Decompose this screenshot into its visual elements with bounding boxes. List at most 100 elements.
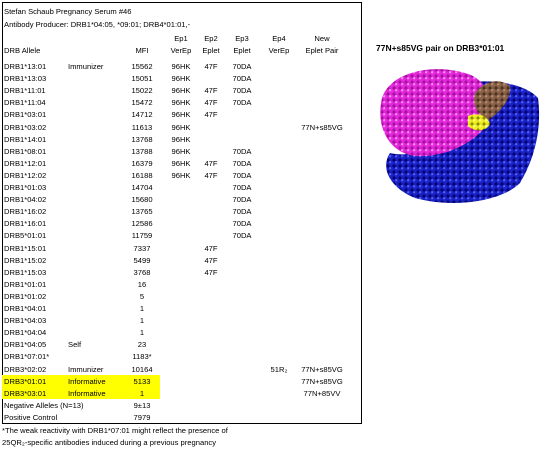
cell-mfi: 11759	[131, 231, 153, 241]
group-header: Ep2	[204, 34, 218, 43]
cell-allele: DRB1*01:02	[4, 291, 47, 301]
column-header: VerEp	[268, 46, 290, 55]
cell-mfi: 14704	[131, 183, 153, 192]
cell-mfi: 23	[137, 340, 147, 350]
cell-allele: DRB1*13:03	[4, 74, 47, 84]
cell-mfi: 3768	[133, 267, 151, 277]
cell-allele: DRB1*13:01	[4, 62, 47, 71]
cell-allele: DRB1*03:02	[4, 122, 47, 132]
cell-ep3: 70DA	[232, 183, 252, 192]
cell-allele: DRB3*03:01	[4, 388, 47, 398]
group-header: New	[314, 34, 330, 43]
column-header: Eplet	[202, 46, 220, 55]
cell-note: Immunizer	[68, 62, 104, 71]
cell-mfi: 1183*	[132, 352, 152, 362]
cell-allele: DRB1*11:01	[4, 86, 46, 96]
figure-caption: 77N+s85VG pair on DRB3*01:01	[376, 43, 505, 53]
cell-ep1: 96HK	[171, 74, 191, 84]
cell-mfi: 1	[139, 304, 145, 313]
cell-mfi: 1	[139, 316, 145, 326]
cell-ep2: 47F	[204, 98, 218, 108]
cell-mfi: 15562	[131, 62, 153, 71]
cell-ep3: 70DA	[232, 195, 252, 205]
cell-note: Informative	[68, 388, 106, 398]
cell-mfi: 10164	[131, 364, 153, 374]
cell-mfi: 9±13	[133, 400, 151, 410]
cell-ep1: 96HK	[171, 170, 191, 180]
subtitle: Antibody Producer: DRB1*04:05, *09:01; D…	[4, 20, 191, 29]
cell-allele: DRB1*01:03	[4, 183, 47, 192]
cell-mfi: 11613	[131, 122, 153, 132]
cell-allele: DRB1*15:03	[4, 267, 47, 277]
cell-allele: DRB1*04:01	[4, 304, 47, 313]
cell-mfi: 15680	[131, 195, 153, 205]
cell-ep1: 96HK	[171, 134, 191, 144]
cell-allele: Negative Alleles (N=13)	[4, 400, 84, 410]
cell-mfi: 14712	[131, 110, 153, 120]
group-header: Ep1	[174, 34, 188, 43]
cell-mfi: 13788	[131, 146, 153, 156]
cell-ep3: 70DA	[232, 158, 252, 168]
cell-ep3: 70DA	[232, 231, 252, 241]
cell-mfi: 13768	[131, 134, 153, 144]
cell-ep2: 47F	[204, 170, 218, 180]
cell-mfi: 5133	[133, 376, 151, 386]
cell-ep1: 96HK	[171, 158, 191, 168]
cell-allele: DRB1*04:03	[4, 316, 47, 326]
cell-ep2: 47F	[204, 110, 218, 120]
row-highlight	[2, 387, 160, 400]
cell-new: 77N+85VV	[303, 388, 341, 398]
cell-ep2: 47F	[204, 255, 218, 265]
cell-allele: DRB1*15:02	[4, 255, 47, 265]
column-header: Eplet Pair	[305, 46, 339, 55]
column-header: VerEp	[170, 46, 192, 55]
cell-ep1: 96HK	[171, 62, 191, 71]
cell-ep3: 70DA	[232, 207, 252, 217]
cell-ep3: 70DA	[232, 62, 252, 71]
cell-allele: DRB1*08:01	[4, 146, 47, 156]
cell-allele: DRB1*07:01*	[4, 352, 50, 362]
group-header: Ep4	[272, 34, 286, 43]
cell-mfi: 5499	[133, 255, 151, 265]
cell-ep3: 70DA	[232, 98, 252, 108]
cell-allele: DRB1*03:01	[4, 110, 47, 120]
cell-ep3: 70DA	[232, 86, 252, 96]
cell-mfi: 12586	[131, 219, 153, 229]
cell-allele: DRB1*12:01	[4, 158, 47, 168]
cell-allele: Positive Control	[4, 412, 58, 422]
cell-allele: DRB1*14:01	[4, 134, 47, 144]
cell-ep1: 96HK	[171, 122, 191, 132]
cell-note: Informative	[68, 376, 106, 386]
cell-allele: DRB1*15:01	[4, 243, 47, 253]
cell-mfi: 1	[139, 388, 145, 398]
cell-new: 77N+s85VG	[301, 364, 343, 374]
cell-mfi: 15051	[131, 74, 153, 84]
cell-ep1: 96HK	[171, 86, 191, 96]
cell-mfi: 16188	[131, 170, 153, 180]
cell-mfi: 7337	[133, 243, 151, 253]
protein-structure	[380, 69, 540, 203]
cell-ep3: 70DA	[232, 74, 252, 84]
cell-mfi: 1	[139, 328, 145, 338]
cell-ep2: 47F	[204, 86, 218, 96]
cell-ep3: 70DA	[232, 170, 252, 180]
cell-mfi: 5	[139, 291, 145, 301]
group-header: Ep3	[235, 34, 249, 43]
cell-ep1: 96HK	[171, 146, 191, 156]
column-header: DRB Allele	[4, 46, 41, 55]
cell-ep3: 70DA	[232, 219, 252, 229]
title: Stefan Schaub Pregnancy Serum #46	[4, 7, 132, 16]
cell-allele: DRB1*01:01	[4, 279, 47, 289]
footnote: *The weak reactivity with DRB1*07:01 mig…	[2, 426, 228, 435]
cell-allele: DRB3*02:02	[4, 364, 47, 374]
cell-allele: DRB5*01:01	[4, 231, 47, 241]
cell-allele: DRB1*04:02	[4, 195, 47, 205]
column-header: Eplet	[233, 46, 251, 55]
cell-allele: DRB1*11:04	[4, 98, 46, 108]
cell-mfi: 15472	[131, 98, 153, 108]
footnote: 25QR₂-specific antibodies induced during…	[2, 438, 217, 447]
cell-note: Immunizer	[68, 364, 104, 374]
cell-ep4: 51R₂	[270, 364, 288, 374]
cell-note: Self	[68, 340, 82, 350]
